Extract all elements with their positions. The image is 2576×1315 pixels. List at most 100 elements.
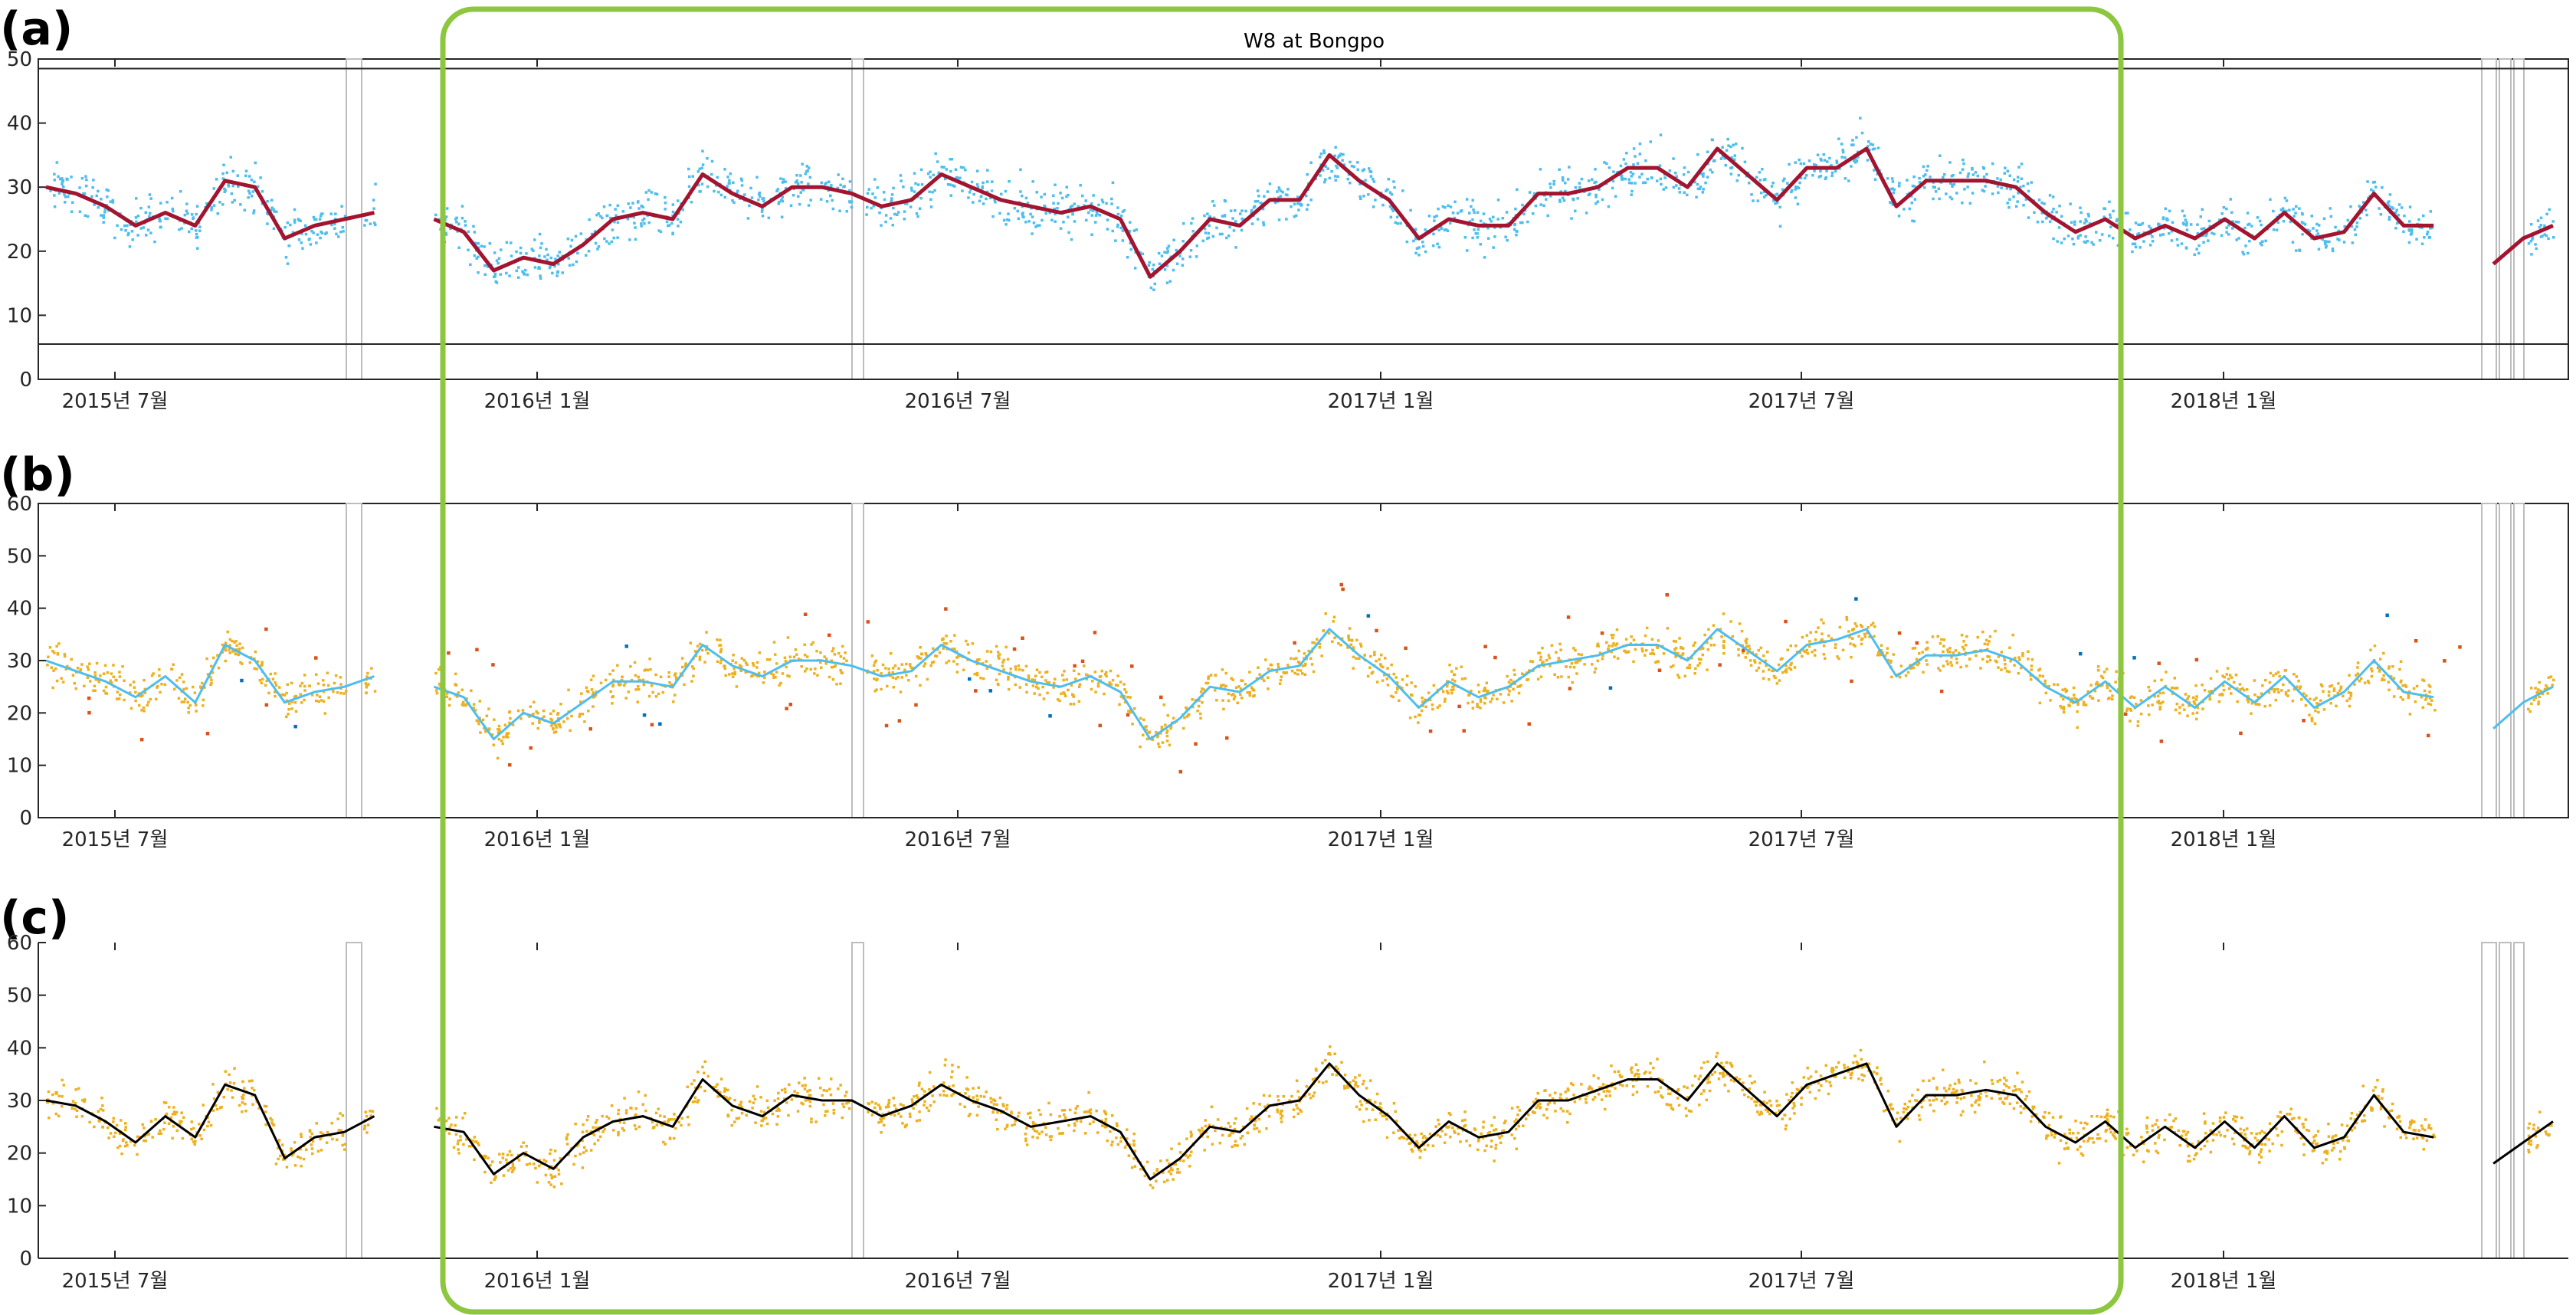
data-point bbox=[63, 654, 67, 658]
data-point bbox=[319, 215, 323, 218]
outlier-point bbox=[650, 723, 654, 726]
data-point bbox=[1352, 655, 1355, 659]
data-point bbox=[996, 682, 1000, 686]
outlier-point bbox=[1080, 659, 1085, 664]
data-point bbox=[897, 667, 900, 671]
data-point bbox=[612, 236, 615, 240]
data-point bbox=[637, 1090, 641, 1094]
data-point bbox=[1385, 677, 1389, 680]
data-point bbox=[1925, 169, 1929, 172]
data-point bbox=[1081, 194, 1084, 198]
data-point bbox=[504, 735, 508, 739]
data-point bbox=[2276, 687, 2279, 691]
data-point bbox=[873, 196, 877, 199]
data-point bbox=[2388, 688, 2391, 692]
outlier-point bbox=[1742, 648, 1745, 653]
data-point bbox=[2538, 695, 2541, 699]
data-point bbox=[2052, 237, 2055, 241]
data-point bbox=[637, 675, 640, 679]
data-point bbox=[723, 664, 726, 667]
data-point bbox=[1379, 663, 1382, 666]
data-point bbox=[1121, 210, 1125, 213]
data-point bbox=[2160, 678, 2163, 682]
data-point bbox=[474, 1140, 478, 1143]
data-point bbox=[100, 1097, 103, 1100]
data-point bbox=[1538, 651, 1542, 654]
data-point bbox=[1251, 688, 1255, 691]
data-point bbox=[842, 657, 846, 660]
data-point bbox=[2408, 220, 2411, 223]
data-point bbox=[269, 1117, 272, 1120]
data-point bbox=[2417, 218, 2420, 221]
data-point bbox=[86, 676, 90, 679]
data-point bbox=[931, 1094, 934, 1097]
data-point bbox=[914, 1103, 917, 1106]
data-point bbox=[592, 705, 595, 708]
data-point bbox=[2231, 220, 2234, 223]
data-point bbox=[797, 658, 801, 661]
data-point bbox=[1094, 221, 1097, 224]
data-point bbox=[2396, 221, 2399, 225]
data-point bbox=[1293, 658, 1296, 661]
data-point bbox=[1268, 182, 1272, 185]
data-point bbox=[629, 206, 632, 209]
data-point bbox=[1061, 674, 1064, 677]
data-point bbox=[2064, 690, 2068, 694]
data-point bbox=[1493, 235, 1496, 238]
data-point bbox=[444, 231, 447, 234]
data-point bbox=[1358, 657, 1361, 660]
data-point bbox=[290, 1153, 294, 1157]
data-point bbox=[1514, 207, 1517, 211]
data-point bbox=[2348, 697, 2352, 700]
data-point bbox=[202, 1103, 205, 1107]
data-point bbox=[634, 674, 637, 677]
data-point bbox=[1997, 666, 2000, 669]
data-point bbox=[1813, 654, 1817, 657]
data-point bbox=[1209, 674, 1213, 677]
data-point bbox=[2274, 698, 2277, 702]
data-point bbox=[723, 667, 726, 671]
data-point bbox=[192, 1140, 195, 1143]
data-point bbox=[1396, 681, 1399, 684]
data-point bbox=[929, 170, 932, 173]
data-point bbox=[2004, 667, 2007, 670]
data-point bbox=[2079, 206, 2082, 209]
data-point bbox=[1799, 176, 1803, 180]
data-point bbox=[1372, 180, 1376, 183]
data-point bbox=[966, 643, 969, 646]
data-point bbox=[1165, 251, 1168, 254]
data-point bbox=[1190, 221, 1193, 225]
data-point bbox=[2231, 227, 2234, 230]
data-point bbox=[2529, 223, 2533, 226]
data-point bbox=[622, 1121, 626, 1124]
data-point bbox=[1375, 680, 1379, 684]
data-point bbox=[2532, 698, 2536, 702]
data-point bbox=[1018, 1111, 1021, 1115]
data-point bbox=[2295, 249, 2298, 252]
data-point bbox=[493, 272, 497, 276]
data-point bbox=[335, 1138, 339, 1142]
data-point bbox=[1207, 677, 1210, 680]
data-point bbox=[2342, 694, 2345, 698]
data-point bbox=[1029, 212, 1032, 216]
data-point bbox=[1065, 185, 1068, 189]
data-point bbox=[146, 1133, 149, 1136]
data-point bbox=[1850, 165, 1853, 168]
data-point bbox=[1306, 173, 1309, 176]
data-point bbox=[1392, 180, 1395, 183]
data-point bbox=[233, 641, 236, 644]
data-point bbox=[150, 674, 154, 677]
data-point bbox=[2407, 690, 2411, 694]
data-point bbox=[1578, 182, 1581, 185]
data-point bbox=[2253, 679, 2256, 682]
data-point bbox=[1111, 678, 1115, 682]
data-point bbox=[1109, 683, 1113, 686]
data-point bbox=[2050, 210, 2054, 214]
data-point bbox=[1566, 178, 1570, 181]
data-point bbox=[2236, 700, 2239, 703]
data-point bbox=[484, 1154, 487, 1158]
data-point bbox=[1722, 640, 1726, 644]
data-point bbox=[546, 258, 549, 261]
data-point bbox=[1052, 686, 1055, 689]
data-point bbox=[294, 694, 297, 698]
